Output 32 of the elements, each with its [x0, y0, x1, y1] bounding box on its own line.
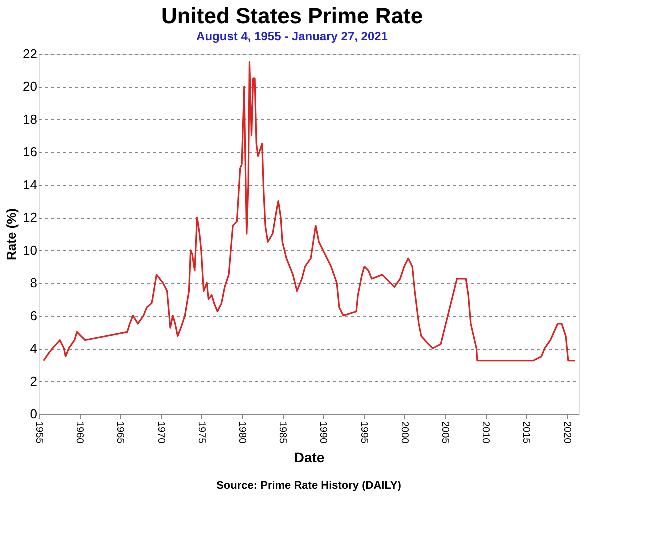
y-tick-label: 18 [23, 112, 38, 127]
y-tick-label: 12 [23, 210, 38, 226]
x-tick-label: 1990 [318, 422, 329, 444]
y-tick-label: 10 [23, 242, 38, 258]
x-tick-label: 1955 [34, 422, 44, 444]
y-tick-label: 20 [23, 79, 38, 94]
x-tick-label: 1995 [358, 422, 370, 444]
y-tick-label: 14 [23, 177, 38, 192]
x-tick-label: 2020 [561, 422, 572, 444]
x-tick-label: 1980 [236, 422, 248, 444]
x-tick-label: 1970 [155, 422, 166, 444]
y-tick-label: 22 [23, 46, 38, 62]
x-tick-label: 2015 [520, 422, 532, 444]
x-tick-label: 1960 [74, 422, 86, 444]
x-tick-label: 1985 [277, 422, 288, 444]
y-tick-label: 0 [30, 406, 38, 422]
y-tick-label: 6 [30, 308, 38, 324]
chart-title: United States Prime Rate [161, 4, 424, 28]
source-note: Source: Prime Rate History (DAILY) [216, 480, 402, 492]
y-tick-label: 16 [23, 144, 38, 160]
x-tick-label: 1975 [196, 422, 207, 444]
y-tick-label: 2 [30, 374, 38, 389]
x-tick-label: 1965 [114, 422, 126, 444]
line-series [43, 61, 576, 362]
x-axis-title: Date [294, 450, 325, 466]
y-axis-title: Rate (%) [4, 208, 20, 261]
chart-subtitle: August 4, 1955 - January 27, 2021 [196, 30, 388, 44]
x-tick-label: 2010 [480, 422, 492, 444]
y-tick-label: 4 [30, 341, 38, 356]
x-tick-label: 2000 [398, 422, 410, 444]
x-tick-label: 2005 [440, 422, 451, 444]
y-tick-label: 8 [30, 276, 38, 291]
